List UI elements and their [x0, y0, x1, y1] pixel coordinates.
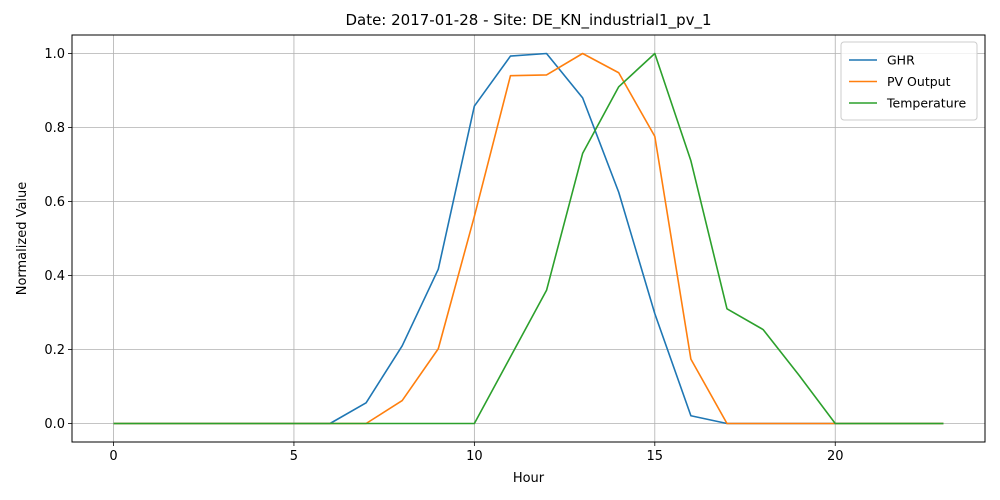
- x-axis-label: Hour: [513, 471, 545, 486]
- series-line-temperature: [113, 52, 944, 425]
- x-tick-label: 10: [466, 449, 483, 464]
- grid: [72, 35, 985, 442]
- legend-label: GHR: [887, 53, 915, 68]
- legend: GHR PV Output Temperature: [840, 41, 978, 121]
- y-tick-label: 0.2: [44, 343, 65, 358]
- legend-label: Temperature: [886, 96, 966, 111]
- legend-label: PV Output: [887, 74, 951, 89]
- y-tick-label: 0.0: [44, 417, 65, 432]
- legend-box: [840, 41, 978, 121]
- y-tick-label: 1.0: [44, 47, 65, 62]
- y-ticks: 0.0 0.2 0.4 0.6 0.8 1.0: [44, 47, 72, 432]
- y-axis-label: Normalized Value: [15, 182, 30, 296]
- y-tick-label: 0.4: [44, 269, 65, 284]
- y-tick-label: 0.8: [44, 121, 65, 136]
- y-tick-label: 0.6: [44, 195, 65, 210]
- series-lines: [113, 52, 944, 425]
- x-tick-label: 0: [109, 449, 117, 464]
- x-tick-label: 5: [290, 449, 298, 464]
- x-ticks: 0 5 10 15 20: [109, 442, 844, 464]
- chart-title: Date: 2017-01-28 - Site: DE_KN_industria…: [345, 11, 711, 30]
- x-tick-label: 15: [647, 449, 664, 464]
- x-tick-label: 20: [827, 449, 844, 464]
- plot-frame: [71, 34, 986, 443]
